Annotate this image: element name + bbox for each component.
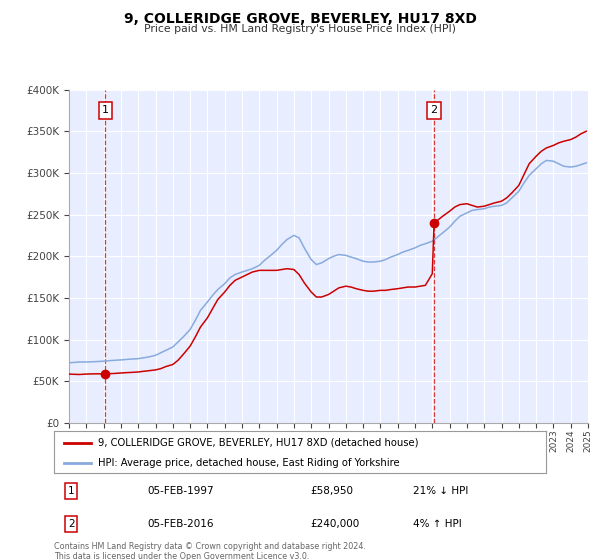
Text: 21% ↓ HPI: 21% ↓ HPI — [413, 486, 469, 496]
Text: 4% ↑ HPI: 4% ↑ HPI — [413, 519, 462, 529]
Text: Price paid vs. HM Land Registry's House Price Index (HPI): Price paid vs. HM Land Registry's House … — [144, 24, 456, 34]
Text: 9, COLLERIDGE GROVE, BEVERLEY, HU17 8XD: 9, COLLERIDGE GROVE, BEVERLEY, HU17 8XD — [124, 12, 476, 26]
Text: 05-FEB-2016: 05-FEB-2016 — [148, 519, 214, 529]
Text: 1: 1 — [68, 486, 74, 496]
Text: £58,950: £58,950 — [310, 486, 353, 496]
Text: HPI: Average price, detached house, East Riding of Yorkshire: HPI: Average price, detached house, East… — [98, 458, 400, 468]
Text: 2: 2 — [430, 105, 437, 115]
Text: 9, COLLERIDGE GROVE, BEVERLEY, HU17 8XD (detached house): 9, COLLERIDGE GROVE, BEVERLEY, HU17 8XD … — [98, 437, 419, 447]
Text: 1: 1 — [102, 105, 109, 115]
Text: Contains HM Land Registry data © Crown copyright and database right 2024.
This d: Contains HM Land Registry data © Crown c… — [54, 542, 366, 560]
Text: 05-FEB-1997: 05-FEB-1997 — [148, 486, 214, 496]
Text: 2: 2 — [68, 519, 74, 529]
Text: £240,000: £240,000 — [310, 519, 359, 529]
